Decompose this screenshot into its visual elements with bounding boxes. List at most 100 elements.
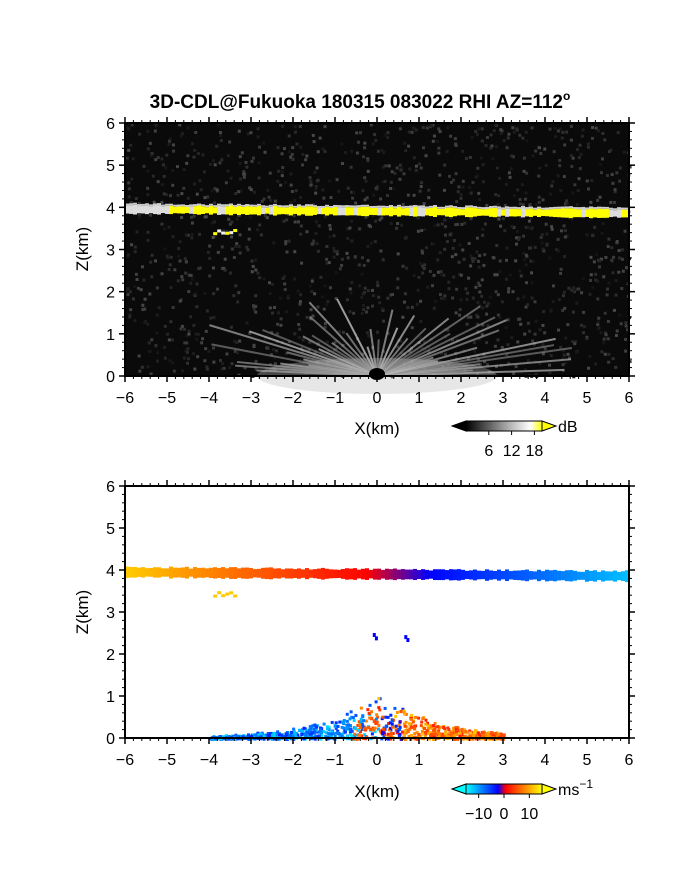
noise-pixel: [146, 147, 150, 151]
noise-pixel: [565, 130, 569, 134]
velocity-layer-cell: [405, 569, 409, 580]
noise-pixel: [605, 287, 609, 291]
noise-pixel: [205, 365, 209, 369]
x-tick-label: −3: [242, 752, 260, 769]
noise-pixel: [338, 330, 342, 334]
noise-pixel: [249, 131, 253, 135]
noise-pixel: [129, 290, 133, 294]
noise-pixel: [313, 292, 317, 296]
noise-pixel: [443, 294, 447, 298]
noise-pixel: [440, 352, 444, 356]
noise-pixel: [338, 267, 342, 271]
velocity-near-field-pixel: [410, 713, 414, 717]
noise-pixel: [589, 255, 593, 259]
noise-pixel: [179, 134, 183, 138]
noise-pixel: [127, 127, 131, 131]
noise-pixel: [393, 171, 397, 175]
noise-pixel: [312, 239, 316, 243]
velocity-near-field-pixel: [468, 733, 472, 737]
noise-pixel: [542, 249, 546, 253]
velocity-layer-cell: [129, 566, 133, 578]
noise-pixel: [507, 361, 511, 365]
layer-edge: [361, 204, 365, 207]
noise-pixel: [421, 251, 425, 255]
noise-pixel: [607, 150, 611, 154]
layer-edge: [385, 205, 389, 208]
noise-pixel: [149, 372, 153, 376]
velocity-layer-cell: [565, 570, 569, 582]
velocity-layer-cell: [449, 569, 453, 581]
colorbar-bar: [465, 420, 543, 432]
noise-pixel: [401, 315, 405, 319]
noise-pixel: [512, 194, 516, 198]
noise-pixel: [528, 329, 532, 333]
noise-pixel: [585, 179, 589, 183]
noise-pixel: [156, 180, 160, 184]
layer-edge: [277, 205, 281, 208]
layer-edge: [197, 203, 201, 206]
velocity-layer-cell: [145, 568, 149, 577]
velocity-near-field-pixel: [383, 732, 387, 736]
noise-pixel: [512, 226, 516, 230]
velocity-fragment-cell: [217, 591, 222, 595]
noise-pixel: [180, 216, 184, 220]
velocity-near-field-pixel: [342, 726, 346, 730]
noise-pixel: [386, 194, 390, 198]
noise-pixel: [615, 333, 619, 337]
velocity-near-field-pixel: [370, 716, 374, 720]
noise-pixel: [276, 322, 280, 326]
colorbar-bar: [465, 783, 543, 795]
noise-pixel: [514, 242, 518, 246]
noise-pixel: [298, 302, 302, 306]
noise-pixel: [498, 176, 502, 180]
noise-pixel: [272, 305, 276, 309]
velocity-near-field-pixel: [336, 731, 340, 735]
noise-pixel: [262, 277, 266, 281]
noise-pixel: [304, 158, 308, 162]
noise-pixel: [418, 189, 422, 193]
velocity-near-field-pixel: [426, 727, 430, 731]
noise-pixel: [606, 337, 610, 341]
noise-pixel: [531, 154, 535, 158]
velocity-near-field-pixel: [343, 728, 347, 732]
layer-cell: [573, 209, 577, 218]
noise-pixel: [355, 131, 359, 135]
layer-cell: [153, 205, 157, 215]
noise-pixel: [284, 310, 288, 314]
noise-pixel: [160, 272, 164, 276]
velocity-near-field-pixel: [330, 732, 334, 736]
noise-pixel: [311, 133, 315, 137]
velocity-near-field-pixel: [247, 737, 251, 741]
noise-pixel: [256, 127, 260, 131]
noise-pixel: [438, 293, 442, 297]
noise-pixel: [611, 181, 615, 185]
velocity-layer-cell: [485, 569, 489, 581]
noise-pixel: [167, 268, 171, 272]
fan-ray: [376, 327, 399, 377]
velocity-layer-cell: [209, 567, 213, 578]
velocity-layer-cell: [349, 568, 353, 580]
velocity-layer-cell: [273, 568, 277, 579]
noise-pixel: [138, 369, 142, 373]
noise-pixel: [195, 192, 199, 196]
noise-pixel: [163, 324, 167, 328]
noise-pixel: [205, 309, 209, 313]
noise-pixel: [366, 259, 370, 263]
noise-pixel: [213, 163, 217, 167]
velocity-near-field-pixel: [257, 733, 261, 737]
noise-pixel: [348, 310, 352, 314]
velocity-near-field-pixel: [387, 721, 391, 725]
noise-pixel: [607, 360, 611, 364]
noise-pixel: [276, 146, 280, 150]
noise-pixel: [540, 233, 544, 237]
layer-edge: [349, 205, 353, 208]
layer-edge: [577, 207, 581, 210]
noise-pixel: [548, 256, 552, 260]
layer-edge: [405, 205, 409, 208]
velocity-near-field-pixel: [368, 716, 372, 720]
fan-ray: [336, 298, 378, 377]
noise-pixel: [153, 129, 157, 133]
noise-pixel: [157, 306, 161, 310]
noise-pixel: [425, 126, 429, 130]
noise-pixel: [284, 180, 288, 184]
